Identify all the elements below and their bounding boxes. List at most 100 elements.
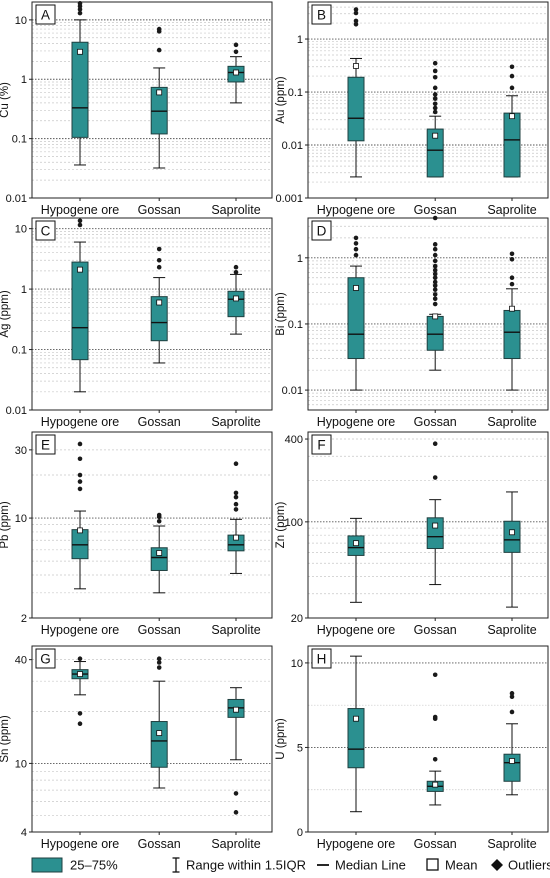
x-tick-label: Gossan	[138, 623, 181, 637]
iqr-box	[426, 128, 444, 178]
outlier-point	[432, 96, 438, 101]
outlier-point	[509, 251, 515, 257]
panel-letter: G	[40, 652, 51, 667]
y-axis-label: Pb (ppm)	[0, 501, 11, 548]
x-tick-label: Saprolite	[211, 837, 260, 851]
panel-letter: C	[41, 224, 51, 239]
mean-marker	[233, 706, 239, 713]
outlier-point	[432, 258, 438, 264]
outlier-point	[77, 7, 83, 12]
x-tick-label: Hypogene ore	[317, 623, 396, 637]
outlier-point	[432, 60, 438, 66]
mean-marker	[509, 758, 515, 764]
panel-letter-box	[35, 4, 56, 25]
x-tick-label: Gossan	[414, 203, 457, 217]
y-tick-label: 0.01	[282, 140, 303, 152]
iqr-box	[150, 296, 168, 342]
y-tick-label: 20	[291, 613, 303, 625]
outlier-point	[509, 64, 515, 70]
mean-marker	[432, 781, 439, 788]
iqr-box	[503, 309, 521, 360]
x-tick-label: Saprolite	[487, 623, 536, 637]
outlier-point	[432, 271, 438, 277]
x-tick-label: Hypogene ore	[41, 203, 120, 217]
mean-marker	[353, 63, 359, 69]
mean-marker	[509, 113, 515, 120]
y-axis-label: Zn (ppm)	[275, 502, 287, 549]
outlier-point	[77, 441, 83, 447]
outlier-point	[77, 721, 83, 726]
y-tick-label: 100	[285, 517, 303, 529]
box-gossan	[426, 441, 444, 586]
y-axis-label: U (ppm)	[275, 718, 287, 760]
box-hypogene-ore	[71, 1, 89, 166]
y-tick-label: 10	[15, 758, 27, 770]
box-saprolite	[503, 491, 521, 608]
outlier-point	[77, 218, 83, 224]
outlier-point	[432, 263, 438, 269]
outlier-point	[156, 660, 162, 665]
outlier-point	[233, 264, 239, 270]
outlier-point	[432, 279, 438, 285]
iqr-box	[347, 708, 365, 769]
y-tick-label: 2	[21, 613, 27, 625]
outlier-point	[432, 283, 438, 288]
panel-g: 4 10 40 Sn (ppm) G Hypogene ore Gossan Saprolit…	[0, 645, 273, 851]
panel-letter: F	[317, 438, 325, 453]
outlier-point	[233, 42, 239, 48]
box-hypogene-ore	[347, 7, 365, 178]
legend-median-label: Median Line	[335, 858, 406, 873]
panel-letter-box	[311, 4, 332, 25]
outlier-point	[233, 507, 239, 512]
panel-f: 20 100 400 Zn (ppm) F Hypogene ore Gossan Sapro…	[275, 431, 549, 637]
outlier-point	[432, 105, 438, 111]
plot-frame	[31, 217, 273, 411]
panel-a: 0.01 0.1 1 10 Cu (%) A Hypogene ore Gossan Sapro…	[0, 1, 273, 217]
outlier-point	[77, 222, 83, 228]
y-tick-label: 1	[297, 34, 303, 46]
outlier-point	[432, 92, 438, 97]
outlier-point	[432, 714, 438, 720]
box-hypogene-ore	[347, 655, 365, 813]
box-saprolite	[227, 42, 245, 104]
y-tick-label: 0.01	[282, 385, 303, 397]
outlier-point	[509, 256, 515, 262]
box-hypogene-ore	[347, 517, 365, 603]
panel-letter-box	[35, 220, 56, 241]
iqr-box	[71, 41, 89, 138]
outlier-point	[509, 281, 515, 287]
x-tick-label: Hypogene ore	[317, 415, 396, 429]
y-tick-label: 1	[297, 253, 303, 265]
outlier-point	[432, 68, 438, 74]
mean-marker	[77, 48, 83, 55]
box-gossan	[150, 512, 168, 594]
plot-frame	[31, 431, 273, 619]
x-tick-label: Hypogene ore	[317, 203, 396, 217]
outlier-point	[353, 252, 359, 258]
outlier-point	[156, 26, 162, 32]
iqr-box	[503, 520, 521, 553]
x-tick-label: Saprolite	[211, 623, 260, 637]
iqr-box	[503, 753, 521, 782]
mean-marker	[233, 69, 239, 76]
outlier-point	[432, 275, 438, 281]
box-saprolite	[503, 691, 521, 796]
box-gossan	[150, 656, 168, 789]
outlier-point	[432, 301, 438, 307]
outlier-point	[432, 101, 438, 107]
x-tick-label: Hypogene ore	[41, 415, 120, 429]
outlier-point	[432, 292, 438, 297]
panel-letter-box	[311, 220, 332, 241]
y-axis-label: Bi (ppm)	[275, 292, 287, 336]
y-tick-label: 10	[15, 224, 27, 236]
panel-letter: D	[317, 224, 327, 239]
outlier-point	[432, 756, 438, 762]
outlier-point	[432, 215, 438, 221]
panel-c: 0.01 0.1 1 10 Ag (ppm) C Hypogene ore Gossan Sap…	[0, 217, 273, 429]
outlier-point	[156, 264, 162, 270]
y-tick-label: 0	[297, 827, 303, 839]
mean-marker	[432, 132, 439, 139]
outlier-point	[509, 73, 515, 79]
outlier-point	[156, 518, 162, 524]
